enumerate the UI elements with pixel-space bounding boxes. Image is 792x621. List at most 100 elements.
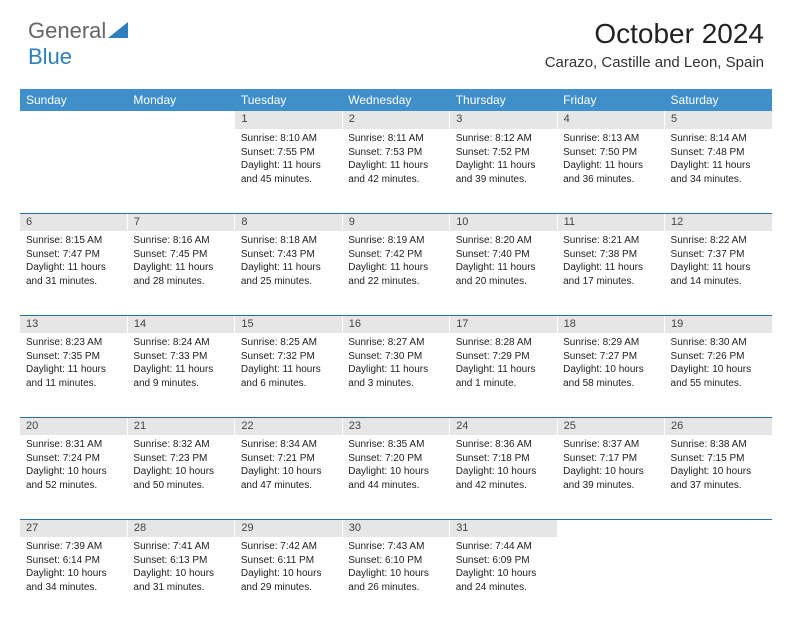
- logo-text-general: General: [28, 18, 106, 44]
- daylight-line: Daylight: 10 hours and 39 minutes.: [563, 465, 658, 492]
- day-content-cell: Sunrise: 7:39 AMSunset: 6:14 PMDaylight:…: [20, 537, 127, 621]
- day-number-cell: 12: [665, 213, 772, 231]
- day-number-cell: 18: [557, 315, 664, 333]
- day-content-cell: Sunrise: 8:31 AMSunset: 7:24 PMDaylight:…: [20, 435, 127, 519]
- day-number-cell: 25: [557, 417, 664, 435]
- sunset-line: Sunset: 7:21 PM: [241, 452, 336, 466]
- month-title: October 2024: [545, 18, 764, 50]
- daylight-line: Daylight: 10 hours and 37 minutes.: [671, 465, 766, 492]
- day-content-cell: [557, 537, 664, 621]
- day-content-cell: Sunrise: 8:22 AMSunset: 7:37 PMDaylight:…: [665, 231, 772, 315]
- day-number-cell: 6: [20, 213, 127, 231]
- sunset-line: Sunset: 7:35 PM: [26, 350, 121, 364]
- day-number-cell: 15: [235, 315, 342, 333]
- day-number-cell: 26: [665, 417, 772, 435]
- sunset-line: Sunset: 7:26 PM: [671, 350, 766, 364]
- day-number-cell: 22: [235, 417, 342, 435]
- day-content-cell: [665, 537, 772, 621]
- logo-text-blue: Blue: [28, 44, 72, 70]
- daylight-line: Daylight: 11 hours and 9 minutes.: [133, 363, 228, 390]
- sunrise-line: Sunrise: 8:34 AM: [241, 438, 336, 452]
- sunrise-line: Sunrise: 8:29 AM: [563, 336, 658, 350]
- day-number-cell: 4: [557, 111, 664, 129]
- day-content-cell: Sunrise: 8:27 AMSunset: 7:30 PMDaylight:…: [342, 333, 449, 417]
- daylight-line: Daylight: 11 hours and 20 minutes.: [456, 261, 551, 288]
- daylight-line: Daylight: 10 hours and 29 minutes.: [241, 567, 336, 594]
- daylight-line: Daylight: 11 hours and 17 minutes.: [563, 261, 658, 288]
- daylight-line: Daylight: 11 hours and 45 minutes.: [241, 159, 336, 186]
- sunrise-line: Sunrise: 8:21 AM: [563, 234, 658, 248]
- day-number-cell: 28: [127, 519, 234, 537]
- sunrise-line: Sunrise: 8:25 AM: [241, 336, 336, 350]
- sunset-line: Sunset: 6:10 PM: [348, 554, 443, 568]
- daynum-row: 12345: [20, 111, 772, 129]
- day-number-cell: 8: [235, 213, 342, 231]
- sunset-line: Sunset: 7:32 PM: [241, 350, 336, 364]
- sunset-line: Sunset: 6:11 PM: [241, 554, 336, 568]
- day-number-cell: 9: [342, 213, 449, 231]
- sunset-line: Sunset: 7:53 PM: [348, 146, 443, 160]
- daylight-line: Daylight: 11 hours and 3 minutes.: [348, 363, 443, 390]
- sunrise-line: Sunrise: 8:31 AM: [26, 438, 121, 452]
- weekday-header: Friday: [557, 89, 664, 111]
- day-content-cell: Sunrise: 8:29 AMSunset: 7:27 PMDaylight:…: [557, 333, 664, 417]
- day-number-cell: 23: [342, 417, 449, 435]
- daylight-line: Daylight: 10 hours and 58 minutes.: [563, 363, 658, 390]
- content-row: Sunrise: 8:23 AMSunset: 7:35 PMDaylight:…: [20, 333, 772, 417]
- sunrise-line: Sunrise: 8:14 AM: [671, 132, 766, 146]
- sunset-line: Sunset: 7:30 PM: [348, 350, 443, 364]
- daylight-line: Daylight: 10 hours and 26 minutes.: [348, 567, 443, 594]
- content-row: Sunrise: 8:15 AMSunset: 7:47 PMDaylight:…: [20, 231, 772, 315]
- weekday-header: Monday: [127, 89, 234, 111]
- day-content-cell: Sunrise: 8:14 AMSunset: 7:48 PMDaylight:…: [665, 129, 772, 213]
- sunrise-line: Sunrise: 8:24 AM: [133, 336, 228, 350]
- sunrise-line: Sunrise: 8:37 AM: [563, 438, 658, 452]
- day-number-cell: [127, 111, 234, 129]
- title-block: October 2024 Carazo, Castille and Leon, …: [545, 18, 764, 71]
- sunset-line: Sunset: 7:38 PM: [563, 248, 658, 262]
- daylight-line: Daylight: 11 hours and 6 minutes.: [241, 363, 336, 390]
- sunrise-line: Sunrise: 8:10 AM: [241, 132, 336, 146]
- daylight-line: Daylight: 11 hours and 28 minutes.: [133, 261, 228, 288]
- sunrise-line: Sunrise: 7:41 AM: [133, 540, 228, 554]
- sunset-line: Sunset: 7:52 PM: [456, 146, 551, 160]
- sunrise-line: Sunrise: 8:15 AM: [26, 234, 121, 248]
- sunrise-line: Sunrise: 8:35 AM: [348, 438, 443, 452]
- sunrise-line: Sunrise: 8:38 AM: [671, 438, 766, 452]
- day-number-cell: 31: [450, 519, 557, 537]
- weekday-header: Wednesday: [342, 89, 449, 111]
- day-content-cell: Sunrise: 8:20 AMSunset: 7:40 PMDaylight:…: [450, 231, 557, 315]
- weekday-header: Thursday: [450, 89, 557, 111]
- day-number-cell: 16: [342, 315, 449, 333]
- day-number-cell: 20: [20, 417, 127, 435]
- day-number-cell: 3: [450, 111, 557, 129]
- day-content-cell: Sunrise: 7:43 AMSunset: 6:10 PMDaylight:…: [342, 537, 449, 621]
- day-content-cell: Sunrise: 8:24 AMSunset: 7:33 PMDaylight:…: [127, 333, 234, 417]
- weekday-header: Sunday: [20, 89, 127, 111]
- day-number-cell: 11: [557, 213, 664, 231]
- sunrise-line: Sunrise: 7:43 AM: [348, 540, 443, 554]
- day-content-cell: [127, 129, 234, 213]
- sunset-line: Sunset: 7:17 PM: [563, 452, 658, 466]
- daylight-line: Daylight: 10 hours and 50 minutes.: [133, 465, 228, 492]
- sunset-line: Sunset: 7:40 PM: [456, 248, 551, 262]
- sunset-line: Sunset: 6:09 PM: [456, 554, 551, 568]
- day-content-cell: Sunrise: 7:41 AMSunset: 6:13 PMDaylight:…: [127, 537, 234, 621]
- daylight-line: Daylight: 11 hours and 42 minutes.: [348, 159, 443, 186]
- sunset-line: Sunset: 7:45 PM: [133, 248, 228, 262]
- sunrise-line: Sunrise: 8:19 AM: [348, 234, 443, 248]
- day-content-cell: Sunrise: 8:19 AMSunset: 7:42 PMDaylight:…: [342, 231, 449, 315]
- day-content-cell: Sunrise: 8:13 AMSunset: 7:50 PMDaylight:…: [557, 129, 664, 213]
- day-content-cell: Sunrise: 8:21 AMSunset: 7:38 PMDaylight:…: [557, 231, 664, 315]
- sunset-line: Sunset: 7:29 PM: [456, 350, 551, 364]
- content-row: Sunrise: 7:39 AMSunset: 6:14 PMDaylight:…: [20, 537, 772, 621]
- day-content-cell: Sunrise: 8:28 AMSunset: 7:29 PMDaylight:…: [450, 333, 557, 417]
- sunrise-line: Sunrise: 8:36 AM: [456, 438, 551, 452]
- day-content-cell: Sunrise: 8:23 AMSunset: 7:35 PMDaylight:…: [20, 333, 127, 417]
- daylight-line: Daylight: 11 hours and 36 minutes.: [563, 159, 658, 186]
- day-number-cell: 1: [235, 111, 342, 129]
- day-number-cell: 5: [665, 111, 772, 129]
- daylight-line: Daylight: 11 hours and 25 minutes.: [241, 261, 336, 288]
- day-number-cell: 13: [20, 315, 127, 333]
- daynum-row: 20212223242526: [20, 417, 772, 435]
